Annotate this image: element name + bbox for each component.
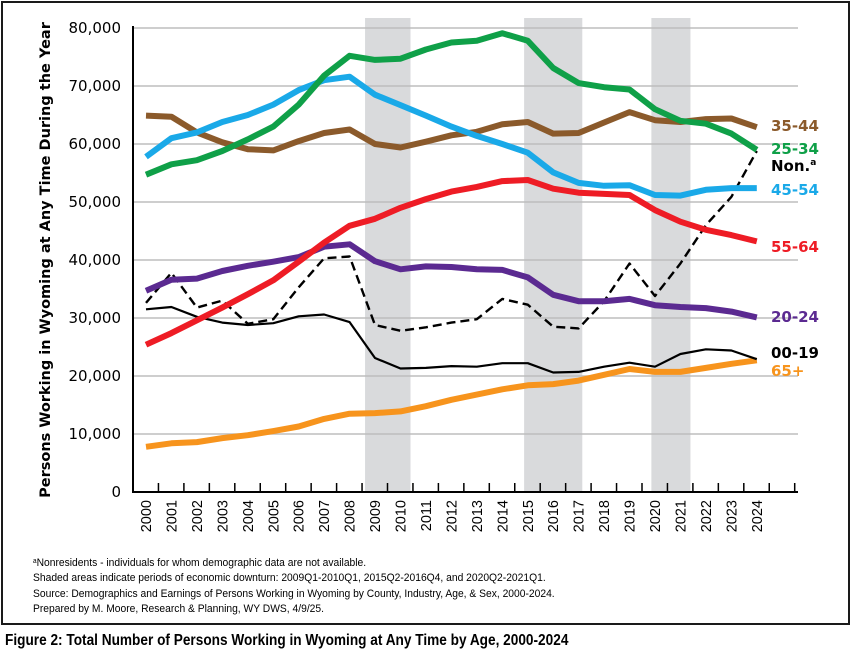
chart-frame	[1, 1, 850, 625]
x-tick-label: 2000	[139, 500, 155, 532]
footnote-text: Nonresidents - individuals for whom demo…	[36, 557, 367, 569]
shaded-note: Shaded areas indicate periods of economi…	[33, 572, 546, 585]
y-tick-label: 50,000	[69, 193, 122, 211]
y-tick-label: 70,000	[69, 77, 122, 95]
x-tick-label: 2016	[546, 500, 562, 532]
x-tick-label: 2021	[673, 500, 689, 532]
x-tick-label: 2023	[724, 500, 740, 532]
gridlines	[133, 27, 798, 435]
shaded-period-2	[524, 18, 583, 492]
x-tick-label: 2005	[266, 500, 282, 532]
chart-notes: aNonresidents - individuals for whom dem…	[33, 554, 555, 617]
series-label-20-24: 20-24	[771, 308, 819, 326]
x-tick-label: 2018	[597, 500, 613, 532]
x-tick-label: 2001	[164, 500, 180, 532]
y-tick-label: 60,000	[69, 135, 122, 153]
x-tick-labels: 2000 2001 2002 2003 2004 2005 2006 2007 2008 2009…	[139, 500, 766, 532]
x-tick-label: 2017	[572, 500, 588, 532]
y-tick-label: 40,000	[69, 251, 122, 269]
x-tick-label: 2012	[444, 500, 460, 532]
x-tick-label: 2019	[623, 500, 639, 532]
x-tick-label: 2014	[495, 500, 511, 532]
x-tick-label: 2009	[368, 500, 384, 532]
y-tick-label: 20,000	[69, 367, 122, 385]
y-tick-label: 80,000	[69, 19, 122, 37]
series-label-35-44: 35-44	[771, 117, 819, 135]
x-tick-label: 2010	[394, 500, 410, 532]
x-tick-label: 2006	[292, 500, 308, 532]
source-note: Source: Demographics and Earnings of Per…	[33, 587, 555, 600]
x-tick-label: 2015	[521, 500, 537, 532]
x-tick-label: 2003	[215, 500, 231, 532]
y-tick-label: 30,000	[69, 309, 122, 327]
x-tick-label: 2008	[343, 500, 359, 532]
x-tick-label: 2002	[190, 500, 206, 532]
y-axis-title: Persons Working in Wyoming at Any Time D…	[38, 21, 54, 498]
footnote-marker: a	[33, 558, 37, 565]
y-tick-label: 10,000	[69, 425, 122, 443]
y-tick-label: 0	[111, 483, 121, 501]
axes	[132, 26, 798, 493]
series-label-45-54: 45-54	[771, 181, 819, 199]
series-label-55-64: 55-64	[771, 238, 819, 256]
x-tick-label: 2024	[750, 500, 766, 532]
figure-caption: Figure 2: Total Number of Persons Workin…	[5, 632, 569, 649]
series-label-65-: 65+	[771, 362, 804, 380]
series-lines	[144, 30, 759, 450]
series-label-25-34: 25-34	[771, 140, 819, 158]
series-label-nonresidents: Non.a	[771, 157, 816, 175]
x-tick-label: 2007	[317, 500, 333, 532]
footnote-nonresidents: aNonresidents - individuals for whom dem…	[33, 554, 555, 571]
x-tick-label: 2004	[241, 500, 257, 532]
x-tick-label: 2011	[419, 500, 435, 531]
x-tick-label: 2022	[699, 500, 715, 532]
line-chart: 0 10,000 20,000 30,000 40,000 50,000 60,000 70,…	[38, 18, 819, 532]
series-label-00-19: 00-19	[771, 344, 819, 362]
downturn-shading	[365, 18, 691, 492]
prepared-note: Prepared by M. Moore, Research & Plannin…	[33, 602, 324, 615]
x-tick-label: 2020	[648, 500, 664, 532]
y-tick-labels: 0 10,000 20,000 30,000 40,000 50,000 60,000 70,…	[69, 19, 122, 501]
x-tick-label: 2013	[470, 500, 486, 532]
shaded-period-3	[651, 18, 691, 492]
